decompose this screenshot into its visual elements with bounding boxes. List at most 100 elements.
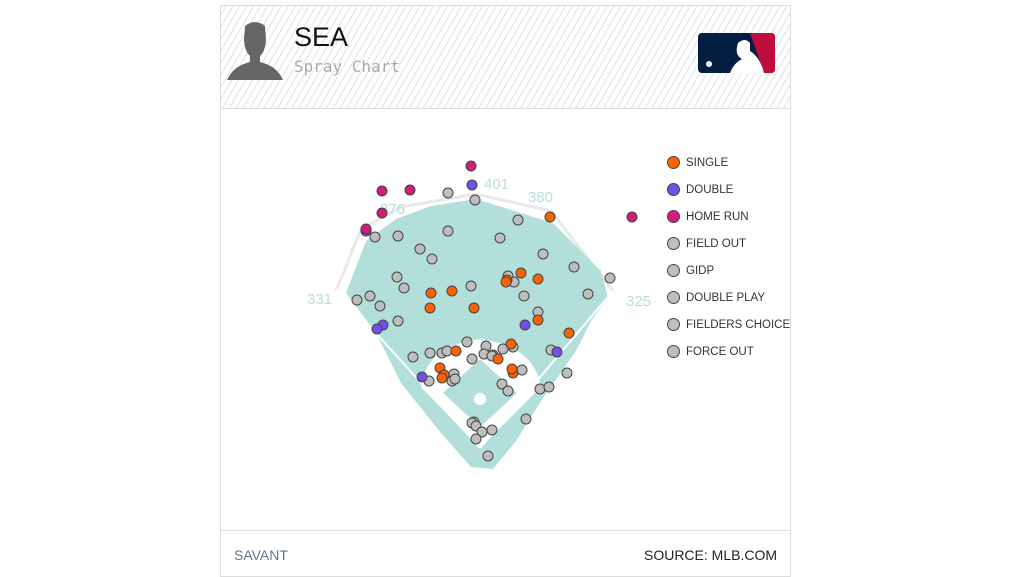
hit-point-home-run (404, 184, 416, 196)
hit-point-out (442, 225, 454, 237)
hit-point-single (563, 327, 575, 339)
hit-point-out (482, 450, 494, 462)
right-foul-line (479, 290, 614, 449)
hit-point-out (543, 381, 555, 393)
hit-point-single (500, 276, 512, 288)
legend: SINGLE DOUBLE HOME RUN FIELD OUT GIDP DO… (667, 149, 791, 365)
hit-point-out (364, 290, 376, 302)
hit-point-out (414, 243, 426, 255)
distance-label-cf: 401 (484, 176, 509, 193)
legend-item-home-run: HOME RUN (667, 203, 790, 230)
legend-dot (667, 237, 680, 250)
hit-point-out (518, 290, 530, 302)
hit-point-out (426, 253, 438, 265)
chart-subtitle: Spray Chart (294, 57, 400, 76)
player-silhouette-icon (227, 22, 283, 80)
legend-dot (667, 318, 680, 331)
hit-point-single (424, 302, 436, 314)
legend-dot (667, 156, 680, 169)
hit-point-out (537, 248, 549, 260)
legend-item-fielders-choice-out: FIELDERS CHOICE OUT (667, 311, 791, 338)
hit-point-out (568, 261, 580, 273)
hit-point-single (450, 345, 462, 357)
hit-point-home-run (626, 211, 638, 223)
hit-point-out (604, 272, 616, 284)
spray-chart-card: SEA Spray Chart 401 380 376 331 325 SING… (220, 5, 791, 577)
distance-label-rf: 325 (626, 293, 651, 310)
hit-point-home-run (360, 223, 372, 235)
legend-dot (667, 210, 680, 223)
hit-point-out (534, 383, 546, 395)
hit-point-out (561, 367, 573, 379)
hit-point-out (466, 353, 478, 365)
hit-point-single (492, 353, 504, 365)
hit-point-out (469, 194, 481, 206)
hit-point-double (466, 179, 478, 191)
legend-label: DOUBLE (686, 183, 734, 196)
hit-points (351, 160, 638, 462)
hit-point-single (436, 372, 448, 384)
hit-point-double (519, 319, 531, 331)
hit-point-single (515, 267, 527, 279)
hit-point-double (551, 346, 563, 358)
hit-point-out (461, 336, 473, 348)
hit-point-single (446, 285, 458, 297)
legend-item-field-out: FIELD OUT (667, 230, 790, 257)
spray-chart: 401 380 376 331 325 (307, 160, 651, 469)
legend-label: DOUBLE PLAY (686, 291, 766, 304)
hit-point-out (392, 315, 404, 327)
team-name: SEA (294, 22, 349, 52)
hit-point-out (512, 214, 524, 226)
hit-point-single (532, 273, 544, 285)
hit-point-out (516, 364, 528, 376)
legend-item-double: DOUBLE (667, 176, 790, 203)
legend-dot (667, 291, 680, 304)
hit-point-out (582, 288, 594, 300)
hit-point-out (449, 373, 461, 385)
legend-dot (667, 264, 680, 277)
distance-label-lf: 331 (307, 291, 332, 308)
outfield-wall-outline (334, 192, 615, 292)
hit-point-out (470, 433, 482, 445)
hit-point-single (425, 287, 437, 299)
legend-label: HOME RUN (686, 210, 749, 223)
pitchers-mound (474, 393, 486, 405)
hit-point-out (398, 282, 410, 294)
hit-point-out (374, 300, 386, 312)
hit-point-out (351, 294, 363, 306)
header: SEA Spray Chart (221, 6, 790, 109)
legend-label: GIDP (686, 264, 715, 277)
hit-point-single (544, 211, 556, 223)
legend-label: FIELDERS CHOICE OUT (686, 318, 791, 331)
hit-point-double (416, 371, 428, 383)
hit-point-out (486, 424, 498, 436)
legend-label: SINGLE (686, 156, 729, 169)
hit-point-out (369, 231, 381, 243)
hit-point-single (532, 314, 544, 326)
legend-item-force-out: FORCE OUT (667, 338, 790, 365)
hit-point-out (520, 413, 532, 425)
hit-point-out (496, 378, 508, 390)
hit-point-out (392, 230, 404, 242)
field-area (346, 199, 608, 469)
hit-point-single (505, 338, 517, 350)
distance-label-rcf: 380 (528, 189, 553, 206)
savant-link[interactable]: SAVANT (234, 547, 288, 563)
mlb-logo (698, 33, 775, 73)
legend-label: FORCE OUT (686, 345, 754, 358)
legend-dot (667, 345, 680, 358)
legend-item-single: SINGLE (667, 149, 790, 176)
legend-label: FIELD OUT (686, 237, 747, 250)
hit-point-out (424, 347, 436, 359)
hit-point-single (506, 363, 518, 375)
legend-item-double-play: DOUBLE PLAY (667, 284, 790, 311)
legend-item-gidp: GIDP (667, 257, 790, 284)
hit-point-out (502, 385, 514, 397)
legend-dot (667, 183, 680, 196)
hit-point-out (442, 187, 454, 199)
hit-point-out (391, 271, 403, 283)
left-foul-line (335, 288, 481, 449)
hit-point-out (465, 280, 477, 292)
hit-point-out (494, 232, 506, 244)
hit-point-out (407, 351, 419, 363)
